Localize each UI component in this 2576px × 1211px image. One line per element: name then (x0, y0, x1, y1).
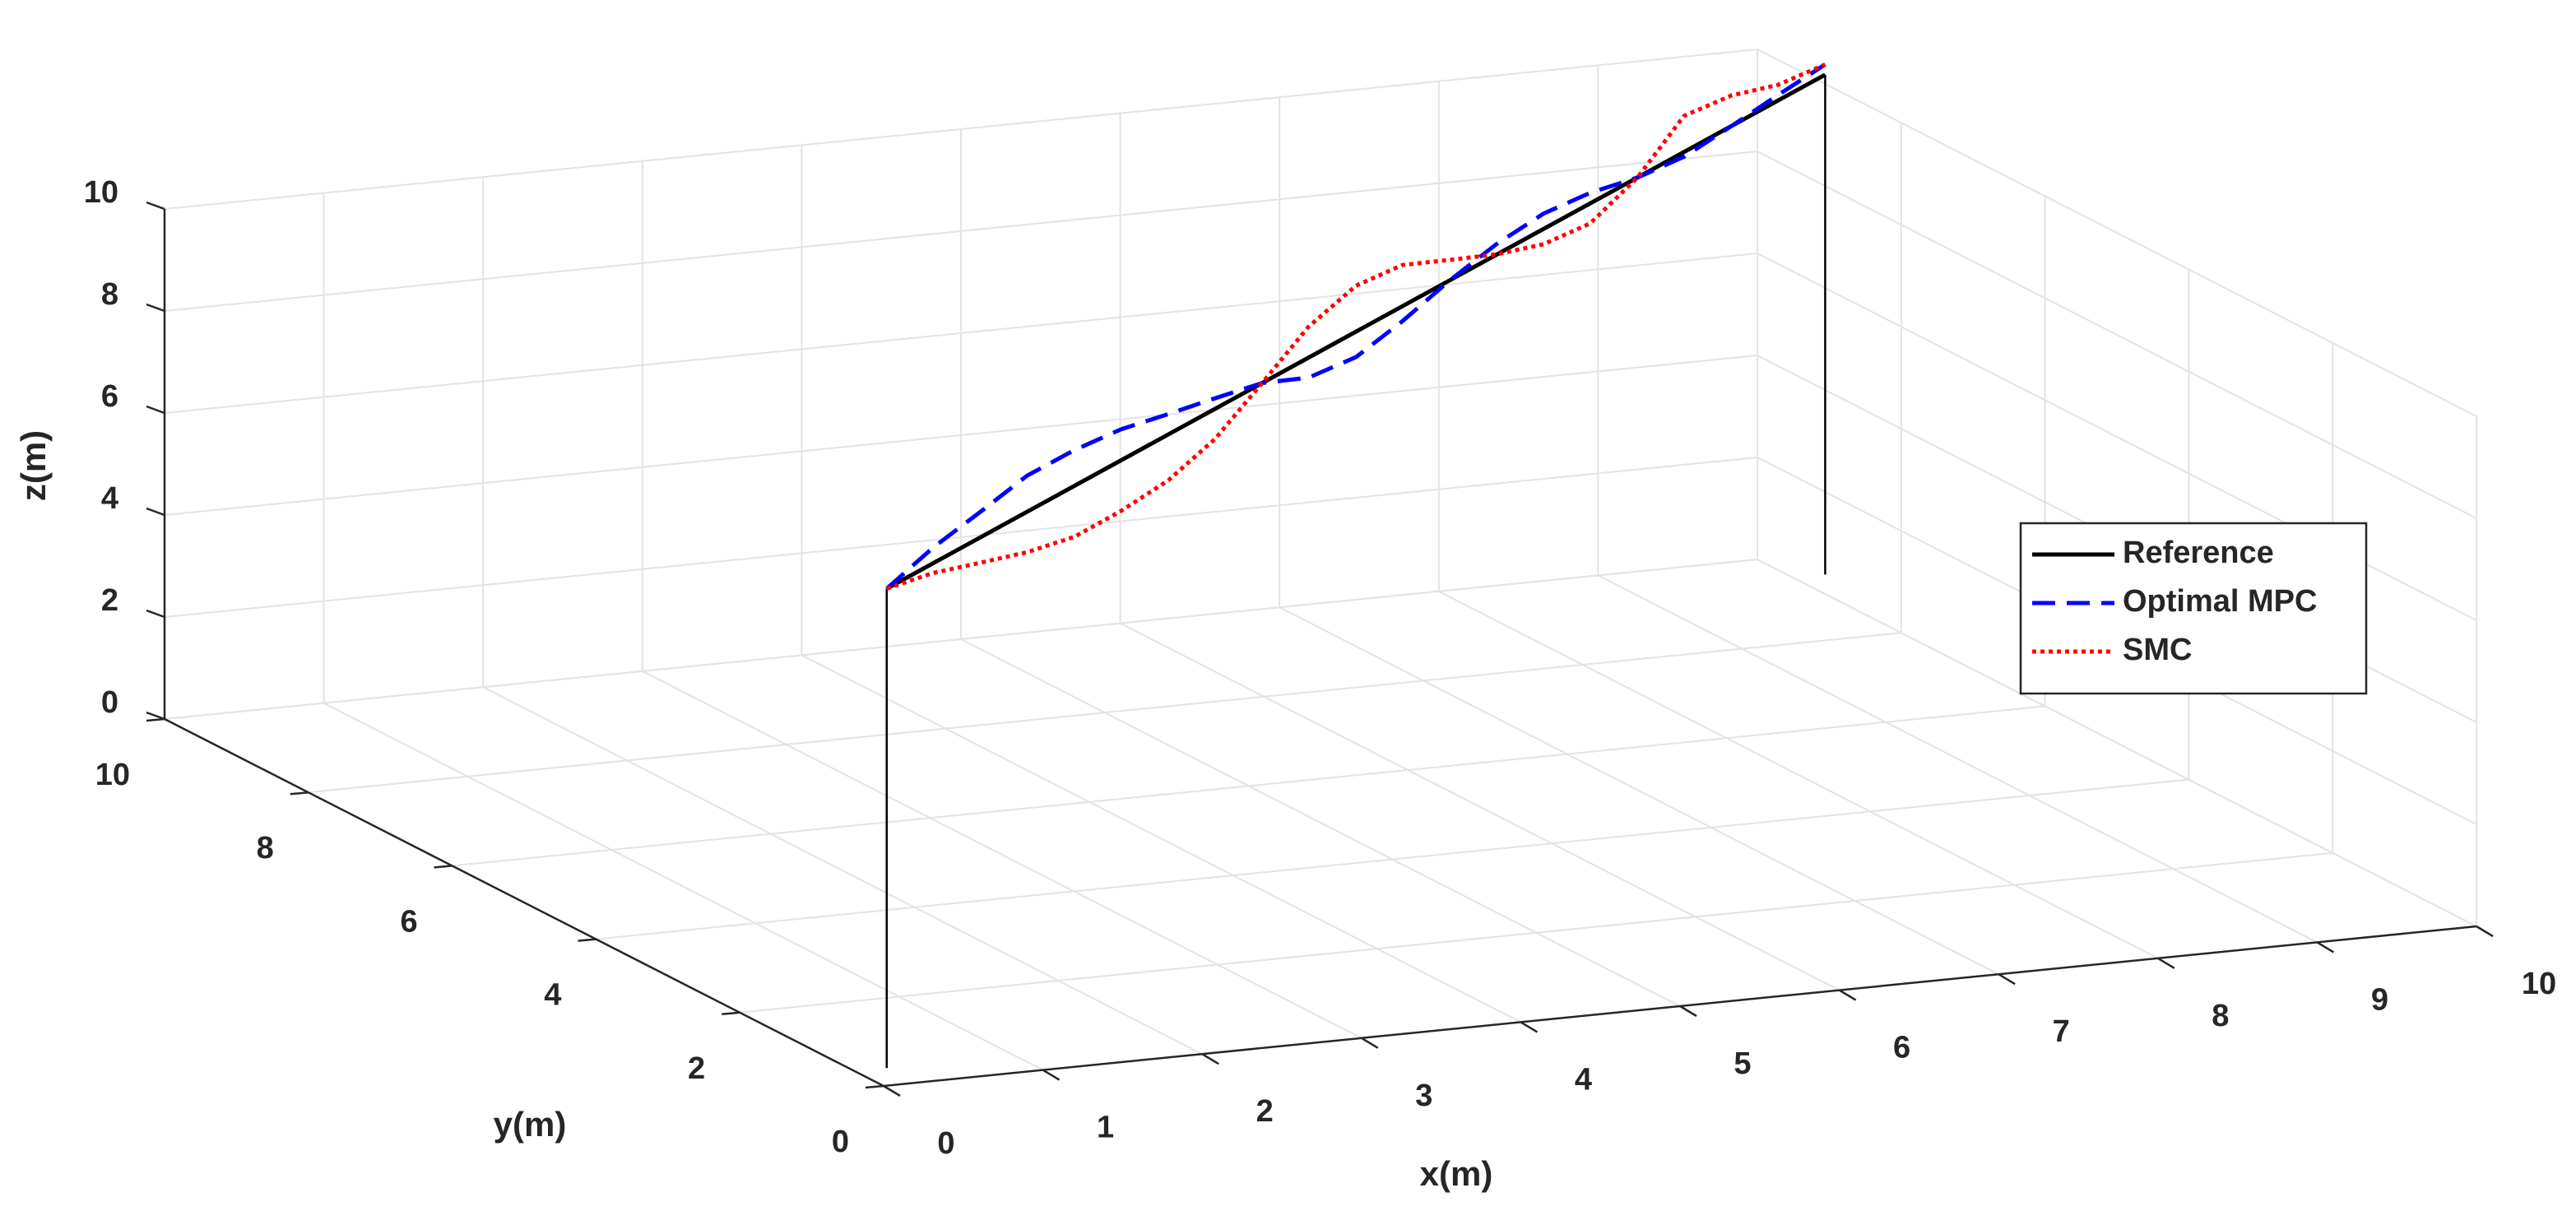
grid-line (801, 654, 1521, 1023)
x-tick-label: 6 (1893, 1031, 1910, 1065)
x-tick-label: 3 (1415, 1079, 1432, 1113)
grid-line (164, 559, 1758, 720)
y-axis (164, 717, 884, 1088)
grid-line (1597, 574, 2318, 944)
x-tick (1361, 1037, 1379, 1049)
z-tick-label: 6 (101, 379, 118, 414)
x-tick (2316, 941, 2335, 953)
z-tick (146, 711, 165, 721)
series-line (886, 63, 1826, 591)
legend-label: Reference (2123, 536, 2274, 570)
y-tick (865, 1084, 884, 1089)
x-tick (1998, 973, 2016, 986)
x-tick (2157, 957, 2175, 969)
grid-line (1279, 606, 1999, 976)
grid-line (1757, 151, 2477, 519)
z-tick-label: 8 (101, 277, 118, 312)
grid-line (164, 355, 1758, 516)
grid-line (164, 49, 1758, 210)
grid-line (1757, 49, 2477, 417)
grid-line (740, 851, 2333, 1014)
grid-line (596, 778, 2189, 940)
y-tick (578, 938, 596, 942)
x-tick (1838, 989, 1857, 1001)
series-line (885, 63, 1826, 591)
x-tick (1520, 1021, 1539, 1033)
y-tick (146, 717, 165, 722)
x-tick (2476, 925, 2494, 938)
y-tick-label: 6 (400, 904, 417, 939)
x-tick (1201, 1053, 1219, 1065)
legend-label: Optimal MPC (2123, 584, 2317, 619)
grid-line (164, 457, 1758, 618)
x-tick-label: 1 (1097, 1111, 1114, 1145)
grid-line (452, 705, 2045, 867)
grid-line (960, 638, 1681, 1007)
grid-line (308, 632, 1901, 794)
z-tick (146, 201, 165, 211)
x-tick-label: 8 (2212, 999, 2229, 1033)
x-tick-label: 7 (2053, 1014, 2070, 1049)
z-axis-label: z(m) (14, 430, 53, 501)
z-tick (146, 609, 165, 619)
grid-line (164, 151, 1758, 312)
x-tick-label: 9 (2371, 982, 2388, 1017)
y-tick-label: 4 (544, 978, 561, 1013)
y-tick (722, 1011, 740, 1016)
x-axis-label: x(m) (1420, 1154, 1493, 1193)
y-tick (434, 865, 453, 869)
z-tick (146, 303, 165, 313)
y-tick-label: 0 (832, 1125, 849, 1159)
x-tick (883, 1084, 901, 1097)
x-tick-label: 5 (1734, 1046, 1751, 1081)
legend-label: SMC (2123, 633, 2192, 667)
grid-line (482, 686, 1203, 1056)
x-tick-label: 10 (2522, 967, 2556, 1001)
y-tick-label: 8 (257, 831, 274, 865)
series-line (885, 72, 1826, 591)
grid-line (1757, 559, 2477, 927)
y-axis-label: y(m) (494, 1105, 567, 1144)
legend-box (2019, 522, 2368, 695)
z-tick-label: 10 (84, 175, 118, 210)
grid-line (1120, 622, 1840, 991)
y-tick (290, 791, 309, 796)
grid-line (323, 702, 1044, 1071)
legend: Reference Optimal MPC SMC (2019, 522, 2368, 695)
y-tick-label: 2 (688, 1051, 705, 1086)
z-tick-label: 0 (101, 685, 118, 720)
grid-line (164, 253, 1758, 414)
z-tick-label: 4 (101, 481, 118, 516)
y-tick-label: 10 (95, 758, 130, 792)
x-tick (1679, 1005, 1697, 1018)
grid-line (1438, 590, 2159, 959)
x-tick-label: 4 (1575, 1062, 1592, 1097)
z-tick (146, 405, 165, 415)
x-tick-label: 0 (937, 1126, 954, 1161)
z-tick-label: 2 (101, 583, 118, 618)
x-tick (1042, 1069, 1061, 1081)
grid-line (642, 670, 1362, 1039)
z-tick (146, 507, 165, 517)
x-tick-label: 2 (1256, 1094, 1274, 1129)
